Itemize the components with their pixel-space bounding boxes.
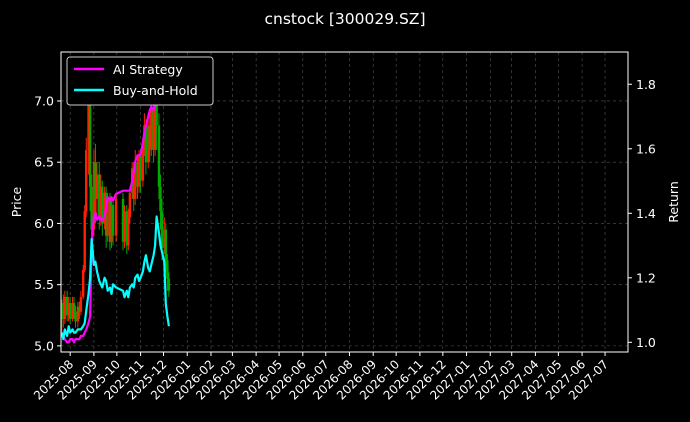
right-axis-label: Return [666,181,681,222]
right-axis: 1.0 1.2 1.4 1.6 1.8 [628,77,656,350]
price-candle-body [155,88,158,126]
legend-label-ai-strategy: AI Strategy [113,62,183,77]
plot-area-frame [60,51,629,353]
price-candle-body [127,217,130,246]
price-candle-body [134,162,137,199]
price-candle-body [128,192,132,218]
price-candle-body [74,311,77,322]
price-candle-body [90,186,93,230]
left-tick-label: 6.0 [34,216,54,231]
price-candle-body [103,192,106,224]
price-candle-body [63,296,67,319]
price-candle-body [92,162,96,230]
price-candle-body [106,198,109,236]
price-candle-body [132,168,135,199]
price-candle-body [88,100,92,187]
price-candle-body [125,211,129,246]
price-candle-body [94,162,97,199]
right-tick-label: 1.2 [636,270,656,285]
price-candle-body [110,205,113,242]
price-candle-body [153,88,157,150]
price-candle-body [98,174,101,218]
grid [61,52,628,352]
series-line-ai-strategy [60,70,170,344]
price-candle-body [104,192,108,236]
price-candle-body [78,306,81,312]
price-candle-body [147,125,150,163]
legend: AI Strategy Buy-and-Hold [66,56,214,106]
price-candle-body [123,211,126,242]
price-candle-body [159,186,162,212]
price-candle-body [81,269,85,297]
price-candle-body [68,303,72,319]
left-tick-label: 7.0 [34,93,54,108]
price-candle-body [144,125,148,163]
price-candle-body [101,186,104,224]
price-candle-body [60,303,63,319]
price-candle-body [65,296,69,316]
return-lines [60,70,170,344]
price-candle-body [136,162,139,187]
left-tick-label: 6.5 [34,155,54,170]
price-candle-body [111,205,115,236]
price-candle-body [164,229,168,261]
price-candle-body [87,100,90,150]
price-candle-body [160,211,164,248]
series-line-buy-and-hold [60,215,170,341]
price-candle-body [71,303,74,319]
price-candle-body [83,211,86,270]
legend-label-buy-and-hold: Buy-and-Hold [113,83,198,98]
price-candle-body [166,260,169,279]
right-tick-label: 1.4 [636,206,656,221]
right-tick-label: 1.8 [636,77,656,92]
price-candle-body [137,156,141,187]
price-candle-body [167,278,171,291]
price-candle-body [114,198,118,236]
right-tick-label: 1.6 [636,141,656,156]
price-candle-body [139,156,142,181]
price-candle-body [141,149,145,181]
price-candle-body [67,303,70,316]
price-candle-body [148,125,151,150]
price-candle-body [152,107,155,150]
left-axis-label: Price [9,186,24,217]
price-candle-body [150,107,153,150]
price-candle-body [95,174,99,199]
price-candle-body [157,125,161,187]
left-tick-label: 5.0 [34,338,54,353]
left-axis: 5.0 5.5 6.0 6.5 7.0 [34,93,61,353]
price-candle-body [108,198,112,242]
price-candle-body [76,306,80,322]
chart-title: cnstock [300029.SZ] [264,10,425,28]
price-candle-body [85,149,88,212]
left-tick-label: 5.5 [34,277,54,292]
price-candle-body [79,296,83,312]
price-candle-body [121,198,125,242]
price-candle-body [72,303,76,312]
price-candle-body [99,186,102,218]
price-candle-body [163,229,166,248]
price-candle-body [62,303,65,319]
right-tick-label: 1.0 [636,335,656,350]
